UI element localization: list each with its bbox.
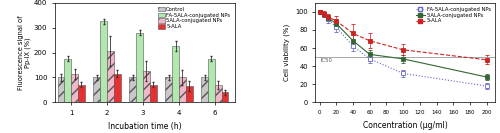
Bar [64,59,71,102]
Bar [71,74,78,102]
Bar [179,77,186,102]
X-axis label: Incubation time (h): Incubation time (h) [108,122,182,131]
Bar [201,77,208,102]
Legend: Control, FA-5ALA-conjugated NPs, 5ALA-conjugated NPs, 5-ALA: Control, FA-5ALA-conjugated NPs, 5ALA-co… [156,5,232,31]
Bar [136,33,143,102]
Bar [166,77,172,102]
Bar [222,92,228,102]
Bar [94,77,100,102]
Bar [215,85,222,102]
Bar [78,85,85,102]
Bar [130,77,136,102]
X-axis label: Concentration (μg/ml): Concentration (μg/ml) [363,121,448,130]
Y-axis label: Fluorescence signal of
Pp-IX (%): Fluorescence signal of Pp-IX (%) [18,15,31,90]
Bar [150,85,156,102]
Legend: FA-5ALA-conjugated NPs, 5ALA-conjugated NPs, 5-ALA: FA-5ALA-conjugated NPs, 5ALA-conjugated … [414,5,492,25]
Bar [208,59,215,102]
Bar [114,74,120,102]
Bar [143,71,150,102]
Bar [100,21,107,102]
Bar [172,46,179,102]
Y-axis label: Cell viability (%): Cell viability (%) [283,24,290,81]
Bar [186,86,192,102]
Bar [58,77,64,102]
Bar [107,51,114,102]
Text: IC50: IC50 [320,58,332,63]
